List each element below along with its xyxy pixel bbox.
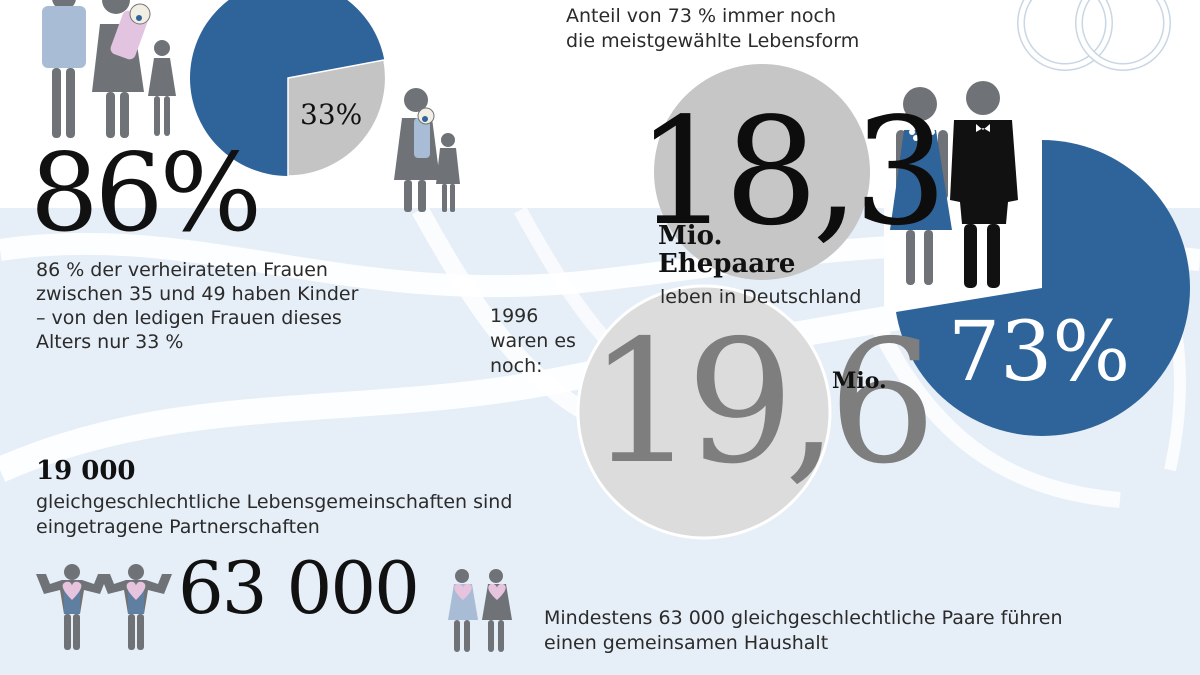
- pie-chart-33: [190, 0, 387, 177]
- marriage-label-bold: Ehepaare: [658, 249, 796, 279]
- pie-label-33: 33%: [300, 98, 363, 131]
- male-couple-icon: [36, 564, 172, 650]
- family-icon: [42, 0, 176, 138]
- marriage-unit: Mio.: [658, 221, 723, 251]
- headline-86: 86%: [30, 140, 262, 248]
- single-mother-icon: [394, 88, 460, 212]
- circle-18-3: [654, 64, 870, 280]
- children-description: 86 % der verheirateten Frauen zwischen 3…: [36, 259, 359, 353]
- samesex-number: 63 000: [178, 546, 420, 630]
- female-couple-icon: [448, 569, 512, 652]
- marriage-intro-text: Anteil von 73 % immer noch die meistgewä…: [566, 5, 860, 52]
- registered-description: gleichgeschlechtliche Lebensgemeinschaft…: [36, 491, 513, 538]
- year-1996-label: 1996 waren es noch:: [490, 305, 576, 377]
- year-1996-number: 19,6: [588, 304, 937, 502]
- year-1996-unit: Mio.: [832, 368, 887, 394]
- headline-number: 86: [30, 131, 163, 256]
- headline-percent: %: [159, 131, 262, 256]
- marriage-label-rest: leben in Deutschland: [660, 286, 862, 308]
- circle-19-6: [576, 284, 832, 540]
- marriage-big-number: 18,3: [636, 86, 948, 258]
- samesex-description: Mindestens 63 000 gleichgeschlechtliche …: [544, 607, 1063, 654]
- marriage-unit-label: Mio. Ehepaare: [658, 222, 795, 278]
- registered-number: 19 000: [36, 456, 136, 486]
- wedding-rings-icon: [1017, 0, 1171, 71]
- bride-groom-icon: [890, 81, 1018, 288]
- pie-label-73: 73%: [948, 305, 1131, 400]
